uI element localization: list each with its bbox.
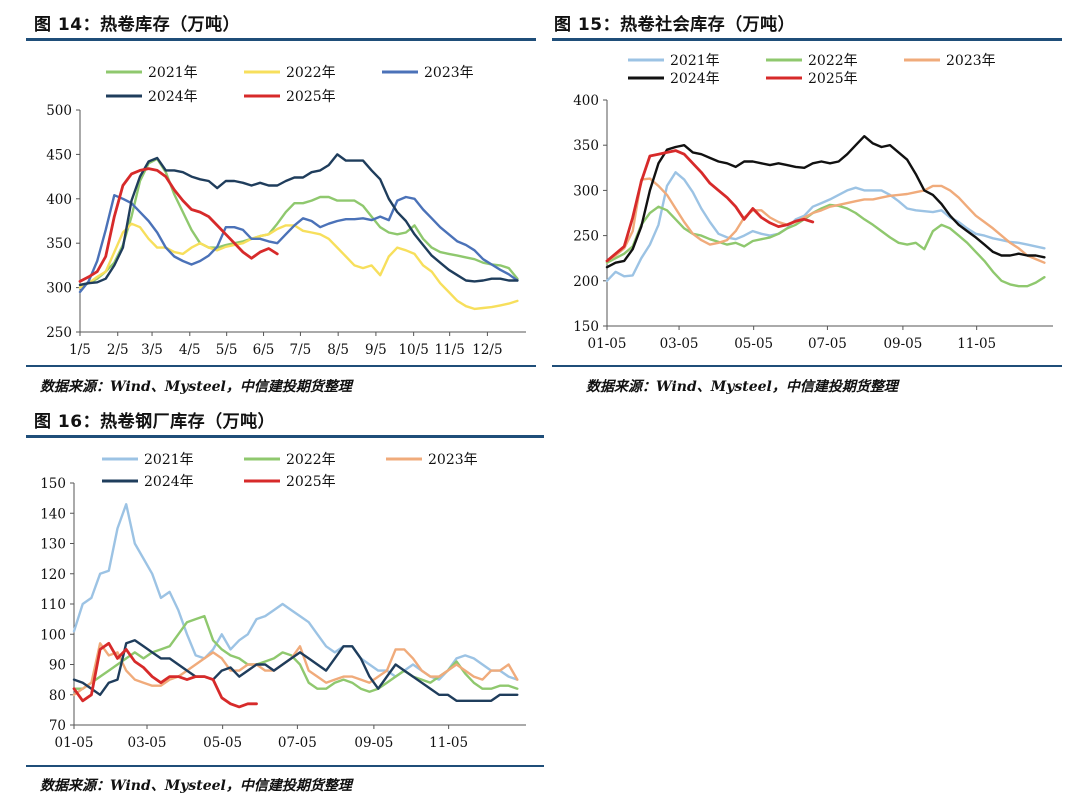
x-tick-label: 05-05: [734, 336, 773, 352]
x-tick-label: 09-05: [883, 336, 922, 352]
y-tick-label: 150: [573, 319, 599, 335]
legend-label: 2023年: [946, 53, 996, 69]
x-tick-label: 09-05: [354, 735, 393, 751]
x-tick-label: 03-05: [128, 735, 167, 751]
legend-label: 2025年: [808, 71, 858, 87]
legend-label: 2022年: [808, 53, 858, 69]
y-tick-label: 500: [46, 103, 72, 119]
series-line-2025: [605, 149, 815, 263]
chart-svg: 70 80 90 100 110 120 130 140 150 01-05 03-05 05-05 0…: [40, 452, 526, 751]
series-line-2022: [78, 222, 519, 311]
series-line-2025: [72, 641, 258, 709]
y-tick-label: 350: [573, 138, 599, 154]
x-tick-label: 01-05: [588, 336, 627, 352]
chart-svg: 250 300 350 400 450 500 1/5 2/5 3/5 4/5 5/5 6/5 7/5 8…: [46, 65, 526, 358]
series-line-2021: [72, 503, 519, 681]
y-tick-label: 300: [573, 183, 599, 199]
chart-panel-15: 图 15：热卷社会库存（万吨） 150 200 250 300 350 400 01-05 0…: [552, 8, 1062, 400]
legend-label: 2022年: [286, 452, 336, 468]
chart-title: 图 14：热卷库存（万吨）: [34, 15, 241, 35]
source-note: 数据来源：Wind、Mysteel，中信建投期货整理: [40, 379, 352, 395]
series-line-2025: [78, 167, 279, 283]
bottom-rule: [26, 365, 536, 367]
series-line-2021: [78, 157, 519, 287]
y-tick-label: 400: [573, 93, 599, 109]
y-tick-label: 350: [46, 236, 72, 252]
x-tick-label: 11-05: [429, 735, 468, 751]
y-tick-label: 250: [46, 325, 72, 341]
x-tick-label: 2/5: [107, 342, 129, 358]
chart-svg: 150 200 250 300 350 400 01-05 03-05 05-05 07-05 09…: [573, 53, 1053, 352]
legend-label: 2021年: [148, 65, 198, 81]
x-tick-label: 01-05: [55, 735, 94, 751]
x-tick-label: 7/5: [290, 342, 312, 358]
y-tick-label: 90: [49, 658, 66, 674]
y-tick-label: 100: [40, 627, 66, 643]
y-tick-label: 250: [573, 229, 599, 245]
x-tick-label: 07-05: [808, 336, 847, 352]
chart-panel-14: 图 14：热卷库存（万吨） 250 300 350 400 450 500 1/5 2/5 3/…: [26, 8, 536, 400]
series-line-2024: [78, 153, 519, 287]
y-tick-label: 150: [40, 476, 66, 492]
legend-label: 2023年: [424, 65, 474, 81]
title-rule: [552, 38, 1062, 41]
series-line-2023: [78, 193, 519, 294]
x-tick-label: 9/5: [365, 342, 387, 358]
x-tick-label: 05-05: [203, 735, 242, 751]
legend-label: 2022年: [286, 65, 336, 81]
x-tick-label: 11/5: [435, 342, 465, 358]
y-tick-label: 70: [49, 718, 66, 734]
chart-title: 图 15：热卷社会库存（万吨）: [554, 15, 796, 35]
x-tick-label: 4/5: [179, 342, 201, 358]
series-line-2023: [72, 642, 519, 697]
series-line-2022: [605, 203, 1046, 288]
y-tick-label: 140: [40, 506, 66, 522]
x-tick-label: 07-05: [278, 735, 317, 751]
legend-label: 2025年: [286, 474, 336, 490]
legend-label: 2024年: [670, 71, 720, 87]
legend-label: 2024年: [144, 474, 194, 490]
bottom-rule: [26, 765, 544, 767]
y-tick-label: 400: [46, 192, 72, 208]
chart-panel-16: 图 16：热卷钢厂库存（万吨） 70 80 90 100 110 120 130 140 150…: [26, 405, 544, 805]
title-rule: [26, 435, 544, 438]
legend-label: 2024年: [148, 89, 198, 105]
source-note: 数据来源：Wind、Mysteel，中信建投期货整理: [586, 379, 898, 395]
legend-label: 2021年: [144, 452, 194, 468]
x-tick-label: 11-05: [957, 336, 996, 352]
x-tick-label: 10/5: [398, 342, 428, 358]
x-tick-label: 1/5: [69, 342, 91, 358]
source-note: 数据来源：Wind、Mysteel，中信建投期货整理: [40, 778, 352, 794]
y-tick-label: 300: [46, 281, 72, 297]
legend-label: 2025年: [286, 89, 336, 105]
x-tick-label: 03-05: [660, 336, 699, 352]
legend-label: 2021年: [670, 53, 720, 69]
series-line-2024: [72, 639, 519, 702]
y-tick-label: 80: [49, 688, 66, 704]
y-tick-label: 120: [40, 567, 66, 583]
y-tick-label: 450: [46, 147, 72, 163]
x-tick-label: 3/5: [141, 342, 163, 358]
x-tick-label: 5/5: [216, 342, 238, 358]
chart-title: 图 16：热卷钢厂库存（万吨）: [34, 412, 276, 432]
bottom-rule: [552, 365, 1062, 367]
title-rule: [26, 38, 536, 41]
series-line-2021: [605, 171, 1046, 283]
y-tick-label: 110: [40, 597, 66, 613]
legend-label: 2023年: [428, 452, 478, 468]
y-tick-label: 130: [40, 537, 66, 553]
series-line-2024: [605, 134, 1046, 269]
x-tick-label: 12/5: [472, 342, 502, 358]
y-tick-label: 200: [573, 274, 599, 290]
x-tick-label: 6/5: [253, 342, 275, 358]
series-line-2023: [605, 177, 1046, 264]
x-tick-label: 8/5: [327, 342, 349, 358]
